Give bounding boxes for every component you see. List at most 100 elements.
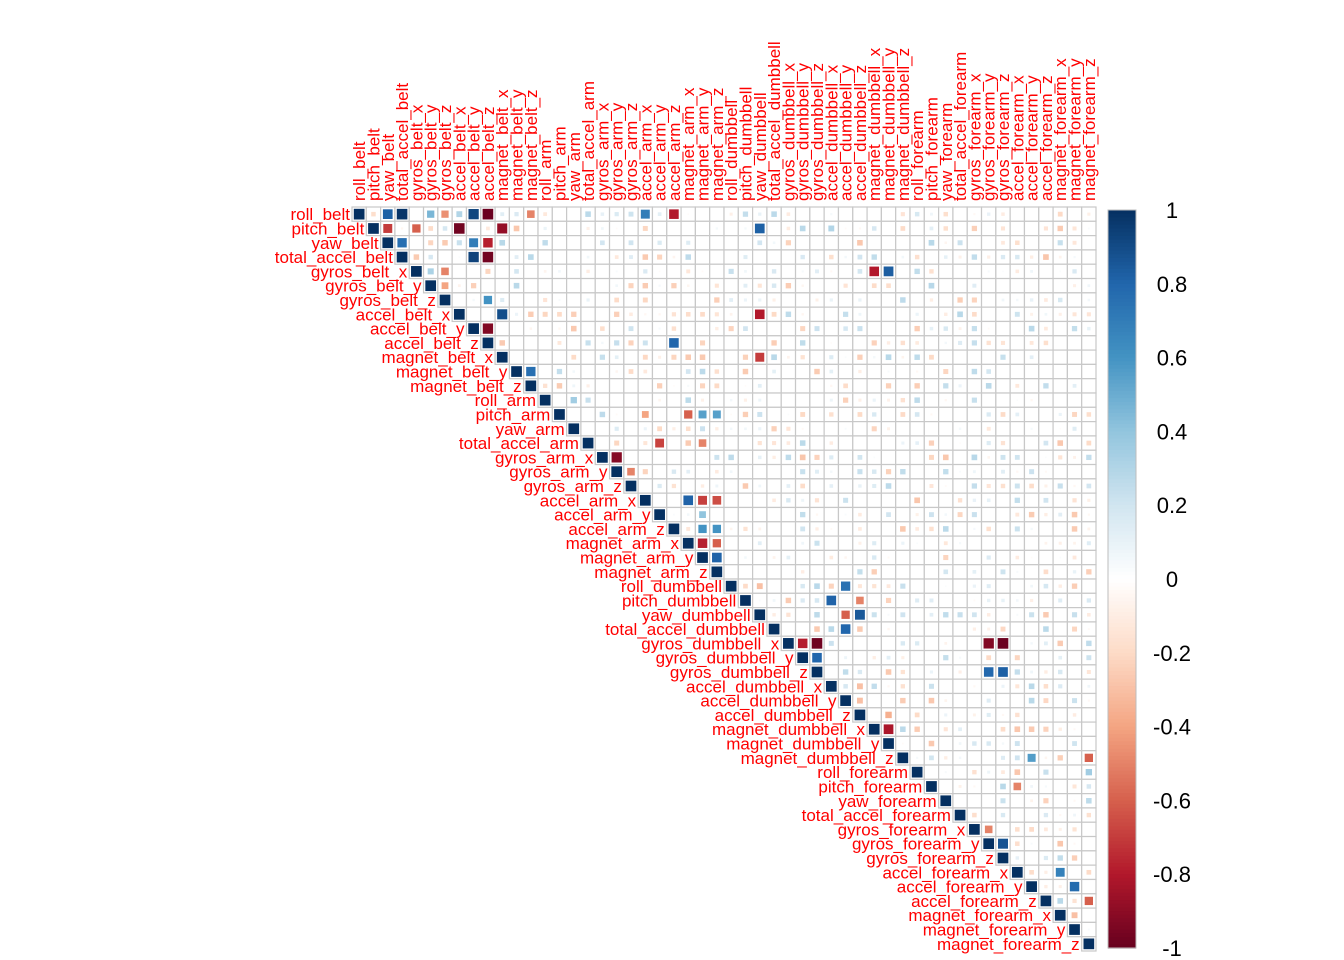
- correlation-square: [972, 627, 976, 631]
- correlation-square: [1013, 782, 1022, 791]
- matrix-cell-bg: [809, 249, 825, 265]
- matrix-cell-bg: [566, 277, 582, 294]
- correlation-square: [1059, 556, 1062, 559]
- column-label: yaw_dumbbell: [751, 92, 770, 201]
- correlation-square: [1043, 340, 1049, 346]
- matrix-cell-bg: [737, 235, 754, 251]
- correlation-square: [829, 555, 834, 560]
- correlation-square: [900, 726, 906, 732]
- matrix-cell-bg: [494, 277, 510, 294]
- correlation-square: [700, 311, 705, 317]
- colorbar-segment: [1108, 763, 1136, 768]
- matrix-cell-bg: [880, 521, 897, 537]
- colorbar-segment: [1108, 361, 1136, 366]
- correlation-square: [458, 256, 461, 258]
- column-label: magnet_forearm_x: [1051, 58, 1070, 201]
- colorbar-segment: [1108, 815, 1136, 820]
- matrix-cell-bg: [1052, 492, 1068, 509]
- matrix-cell-bg: [938, 263, 954, 280]
- correlation-square: [742, 354, 749, 360]
- correlation-square: [986, 555, 991, 560]
- correlation-square: [828, 626, 835, 632]
- matrix-cell-bg: [694, 249, 711, 265]
- correlation-square: [800, 583, 805, 589]
- correlation-square: [800, 412, 806, 417]
- correlation-square: [857, 412, 863, 417]
- correlation-square: [714, 383, 720, 389]
- matrix-cell-bg: [709, 392, 725, 408]
- colorbar-segment: [1108, 896, 1136, 901]
- correlation-square: [499, 239, 506, 246]
- correlation-square: [797, 652, 809, 664]
- colorbar-segment: [1108, 888, 1136, 894]
- colorbar-segment: [1108, 582, 1136, 587]
- matrix-cell-bg: [608, 235, 625, 251]
- matrix-cell-bg: [780, 263, 797, 280]
- correlation-square: [928, 683, 934, 689]
- matrix-cell-bg: [852, 277, 868, 294]
- colorbar-segment: [1108, 505, 1136, 510]
- matrix-cell-bg: [1009, 363, 1026, 380]
- correlation-square: [1014, 526, 1020, 532]
- correlation-square: [1086, 541, 1091, 546]
- row-label: pitch_forearm: [818, 777, 922, 796]
- correlation-square: [997, 852, 1009, 864]
- correlation-square: [742, 411, 749, 418]
- correlation-square: [914, 412, 920, 417]
- matrix-cell-bg: [809, 306, 825, 323]
- correlation-square: [1000, 569, 1006, 575]
- correlation-square: [470, 283, 477, 289]
- correlation-square: [885, 383, 892, 389]
- matrix-cell-bg: [952, 635, 968, 652]
- correlation-square: [914, 211, 920, 217]
- colorbar-segment: [1108, 313, 1136, 318]
- correlation-square: [657, 483, 662, 489]
- correlation-square: [943, 255, 948, 259]
- correlation-square: [858, 312, 862, 316]
- colorbar-segment: [1108, 468, 1136, 473]
- correlation-square: [668, 523, 680, 535]
- matrix-cell-bg: [923, 549, 940, 566]
- matrix-cell-bg: [952, 220, 968, 237]
- correlation-square: [915, 527, 919, 531]
- matrix-cell-bg: [895, 277, 911, 294]
- correlation-square: [786, 484, 791, 488]
- matrix-cell-bg: [837, 263, 854, 280]
- matrix-cell-bg: [852, 206, 868, 222]
- correlation-square: [771, 311, 777, 317]
- row-label: gyros_belt_x: [311, 262, 408, 281]
- correlation-square: [1072, 898, 1077, 904]
- column-label: gyros_belt_x: [407, 104, 426, 201]
- correlation-square: [643, 427, 647, 431]
- matrix-cell-bg: [980, 564, 997, 580]
- colorbar-segment: [1108, 660, 1136, 665]
- correlation-square: [1044, 870, 1048, 874]
- correlation-square: [828, 225, 835, 232]
- matrix-cell-bg: [537, 277, 553, 294]
- correlation-square: [686, 269, 691, 274]
- correlation-square: [571, 311, 577, 317]
- matrix-cell-bg: [766, 406, 782, 423]
- matrix-cell-bg: [1038, 521, 1054, 537]
- correlation-square: [944, 513, 948, 516]
- matrix-cell-bg: [1052, 320, 1068, 337]
- correlation-square: [1030, 598, 1034, 603]
- matrix-cell-bg: [909, 478, 925, 494]
- correlation-square: [427, 210, 435, 218]
- colorbar-segment: [1108, 774, 1136, 779]
- matrix-cell-bg: [1023, 235, 1040, 251]
- correlation-square: [758, 484, 762, 488]
- correlation-square: [712, 524, 721, 534]
- correlation-square: [973, 527, 976, 531]
- matrix-cell-bg: [1081, 263, 1097, 280]
- correlation-square: [971, 254, 978, 260]
- colorbar-segment: [1108, 944, 1136, 949]
- correlation-square: [585, 211, 591, 217]
- correlation-square: [685, 440, 691, 446]
- column-label: magnet_dumbbell_z: [894, 48, 913, 201]
- correlation-square: [958, 670, 962, 674]
- correlation-square: [1015, 827, 1020, 832]
- matrix-cell-bg: [980, 463, 997, 480]
- correlation-square: [698, 524, 707, 534]
- matrix-cell-bg: [1038, 649, 1054, 666]
